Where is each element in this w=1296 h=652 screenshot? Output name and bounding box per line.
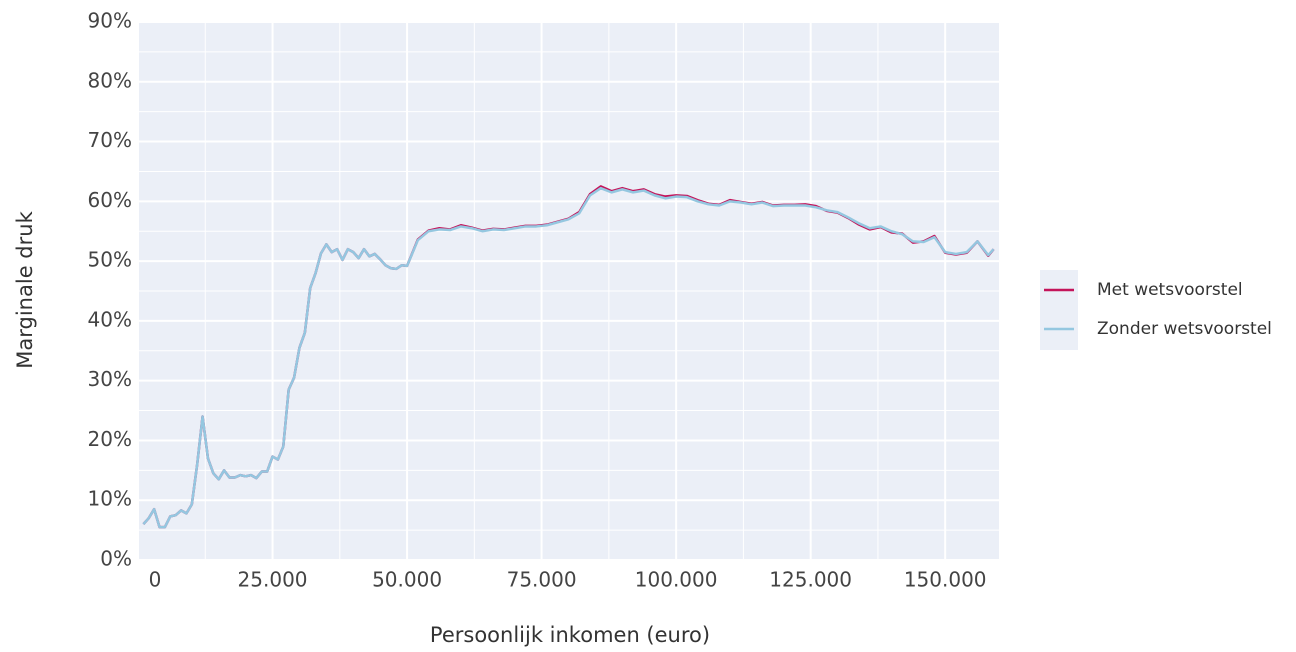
x-axis-title: Persoonlijk inkomen (euro) [430, 623, 710, 647]
legend-label: Met wetsvoorstel [1097, 280, 1243, 300]
y-tick-label: 20% [88, 427, 132, 451]
legend-label: Zonder wetsvoorstel [1097, 319, 1272, 339]
x-tick-label: 125.000 [769, 568, 852, 592]
y-tick-label: 10% [88, 487, 132, 511]
x-tick-label: 50.000 [372, 568, 442, 592]
y-tick-label: 40% [88, 307, 132, 331]
y-axis-title: Marginale druk [13, 210, 37, 368]
x-tick-label: 150.000 [904, 568, 987, 592]
y-tick-label: 50% [88, 248, 132, 272]
x-tick-label: 0 [149, 568, 162, 592]
y-tick-label: 80% [88, 68, 132, 92]
legend-key-background [1040, 270, 1078, 350]
y-tick-label: 90% [88, 9, 132, 33]
series-line [142, 186, 995, 529]
y-tick-label: 30% [88, 367, 132, 391]
x-tick-label: 100.000 [635, 568, 718, 592]
x-tick-label: 25.000 [238, 568, 308, 592]
y-tick-label: 60% [88, 188, 132, 212]
x-tick-label: 75.000 [507, 568, 577, 592]
y-tick-label: 0% [100, 547, 132, 571]
y-tick-label: 70% [88, 128, 132, 152]
